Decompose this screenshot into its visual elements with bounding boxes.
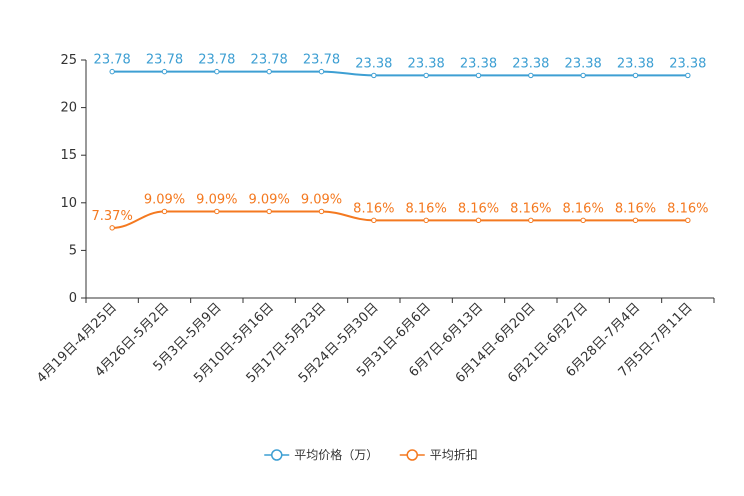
data-label: 23.38 bbox=[408, 56, 445, 71]
data-label: 23.38 bbox=[355, 56, 392, 71]
data-point bbox=[214, 68, 220, 75]
data-point bbox=[109, 68, 115, 75]
legend-label: 平均价格（万） bbox=[294, 447, 378, 462]
data-point bbox=[632, 72, 639, 79]
data-label: 9.09% bbox=[196, 192, 237, 207]
data-label: 23.78 bbox=[251, 53, 288, 68]
legend-item-0: 平均价格（万） bbox=[264, 447, 378, 462]
data-label: 7.37% bbox=[92, 209, 133, 224]
data-label: 9.09% bbox=[301, 192, 342, 207]
series-1: 7.37% 9.09% 9.09% 9.09% 9.09% 8.16% 8.16% 8.16%… bbox=[92, 192, 708, 231]
data-point bbox=[580, 72, 586, 79]
series-0: 23.78 23.78 23.78 23.78 23.78 23.38 23.38 23.38… bbox=[94, 53, 706, 79]
legend-item-1: 平均折扣 bbox=[399, 447, 478, 462]
data-label: 9.09% bbox=[144, 192, 185, 207]
y-tick-label: 15 bbox=[60, 148, 77, 163]
data-point bbox=[685, 217, 691, 224]
data-point bbox=[161, 68, 168, 75]
data-point bbox=[685, 72, 691, 79]
data-point bbox=[371, 72, 377, 79]
data-point bbox=[632, 217, 639, 224]
data-label: 9.09% bbox=[249, 192, 290, 207]
data-label: 8.16% bbox=[406, 201, 447, 216]
data-label: 8.16% bbox=[510, 201, 551, 216]
x-axis: 4月19日-4月25日4月26日-5月2日5月3日-5月9日5月10日-5月16… bbox=[34, 297, 715, 386]
data-point bbox=[528, 72, 534, 79]
data-point bbox=[318, 68, 325, 75]
data-label: 23.78 bbox=[94, 53, 131, 68]
data-label: 23.38 bbox=[617, 56, 654, 71]
data-label: 8.16% bbox=[615, 201, 656, 216]
data-point bbox=[214, 208, 220, 215]
data-label: 23.38 bbox=[512, 56, 549, 71]
data-point bbox=[266, 68, 272, 75]
legend-label: 平均折扣 bbox=[430, 447, 478, 462]
data-label: 23.78 bbox=[303, 53, 340, 68]
data-point bbox=[318, 208, 325, 215]
y-axis: 0 5 10 15 20 25 bbox=[60, 53, 87, 306]
legend: 平均价格（万） 平均折扣 bbox=[264, 447, 478, 462]
y-tick-label: 0 bbox=[69, 291, 77, 306]
y-tick-label: 20 bbox=[60, 101, 77, 116]
data-point bbox=[266, 208, 272, 215]
data-point bbox=[580, 217, 586, 224]
data-point bbox=[161, 208, 168, 215]
data-label: 23.78 bbox=[146, 53, 183, 68]
y-tick-label: 5 bbox=[69, 243, 77, 258]
data-point bbox=[371, 217, 377, 224]
data-point bbox=[423, 72, 429, 79]
data-label: 8.16% bbox=[563, 201, 604, 216]
data-label: 8.16% bbox=[458, 201, 499, 216]
data-label: 8.16% bbox=[353, 201, 394, 216]
y-tick-label: 10 bbox=[60, 196, 77, 211]
series-line bbox=[112, 70, 688, 77]
data-label: 23.38 bbox=[460, 56, 497, 71]
data-label: 23.38 bbox=[565, 56, 602, 71]
data-point bbox=[475, 217, 482, 224]
series-layer: 23.78 23.78 23.78 23.78 23.78 23.38 23.38 23.38… bbox=[92, 53, 708, 231]
series-line bbox=[112, 210, 688, 229]
data-point bbox=[423, 217, 429, 224]
data-label: 23.78 bbox=[198, 53, 235, 68]
data-label: 23.38 bbox=[669, 56, 706, 71]
legend-marker bbox=[271, 449, 283, 461]
legend-marker bbox=[406, 449, 418, 461]
data-label: 8.16% bbox=[667, 201, 708, 216]
data-point bbox=[475, 72, 482, 79]
data-point bbox=[109, 225, 115, 231]
y-tick-label: 25 bbox=[60, 53, 77, 68]
data-point bbox=[528, 217, 534, 224]
